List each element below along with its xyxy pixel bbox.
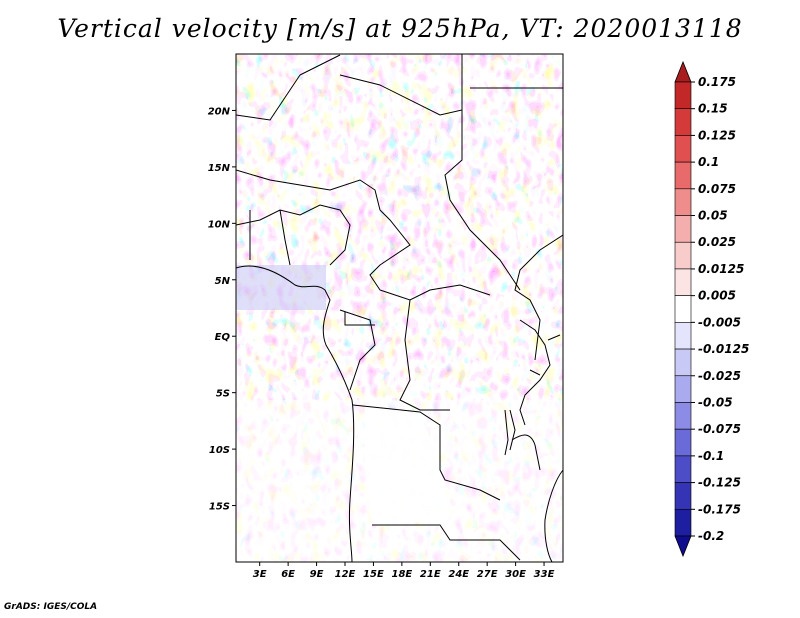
lon-label: 6E [281, 569, 295, 580]
lat-label: 10N [208, 219, 231, 230]
colorbar-label: -0.025 [698, 369, 741, 383]
lat-axis: 20N 15N 10N 5N EQ 5S 10S 15S [208, 106, 236, 513]
lon-label: 18E [391, 569, 412, 580]
west-africa-coast [236, 265, 355, 562]
colorbar-swatch [674, 215, 692, 243]
lon-label: 30E [505, 569, 526, 580]
colorbar-swatch [674, 428, 692, 457]
colorbar-label: -0.0125 [698, 342, 749, 356]
lat-label: 20N [208, 106, 231, 117]
colorbar-swatch [674, 482, 692, 510]
colorbar-label: -0.175 [698, 502, 741, 516]
colorbar-label: -0.125 [698, 476, 741, 490]
colorbar-label: -0.1 [698, 449, 724, 463]
colorbar-swatch [674, 322, 692, 350]
colorbar-swatch [674, 241, 692, 270]
lat-label: 10S [209, 445, 230, 456]
colorbar-label: 0.125 [698, 128, 736, 142]
lat-label: 5N [215, 276, 231, 287]
colorbar-label: 0.1 [698, 155, 719, 169]
colorbar-label: -0.075 [698, 422, 741, 436]
colorbar-label: -0.005 [698, 315, 741, 329]
colorbar-swatch [674, 188, 692, 216]
east-africa-coast [544, 469, 563, 562]
grads-credit: GrADS: IGES/COLA [4, 602, 98, 612]
colorbar-label: 0.05 [698, 209, 728, 223]
colorbar-swatch [674, 455, 692, 483]
colorbar-max-arrow [674, 60, 692, 83]
lon-label: 15E [363, 569, 384, 580]
colorbar-swatch [674, 81, 692, 110]
lat-label: 15N [208, 163, 231, 174]
colorbar-label: 0.175 [698, 75, 736, 89]
colorbar-label: 0.075 [698, 182, 736, 196]
colorbar-swatch [674, 508, 692, 537]
colorbar-swatch [674, 295, 692, 323]
colorbar-label: 0.005 [698, 289, 736, 303]
colorbar-label: 0.025 [698, 235, 736, 249]
lat-label: 15S [209, 502, 230, 513]
lon-label: 9E [310, 569, 324, 580]
lon-label: 21E [420, 569, 441, 580]
lon-label: 27E [477, 569, 498, 580]
colorbar-swatch [674, 402, 692, 430]
colorbar-label: 0.0125 [698, 262, 744, 276]
colorbar: 0.175 0.15 0.125 0.1 0.075 0.05 0.025 0.0125 0.0… [674, 60, 749, 558]
colorbar-label: -0.05 [698, 395, 733, 409]
lon-label: 33E [534, 569, 555, 580]
lon-label: 24E [448, 569, 469, 580]
map-title: Vertical velocity [m/s] at 925hPa, VT: 2… [57, 14, 743, 43]
velocity-field [236, 54, 563, 562]
lat-label: 5S [216, 389, 230, 400]
lon-axis: 3E 6E 9E 12E 15E 18E 21E 24E 27E 30E 33E [253, 562, 555, 580]
colorbar-swatch [674, 268, 692, 296]
colorbar-min-arrow [674, 535, 692, 558]
colorbar-label: -0.2 [698, 529, 724, 543]
colorbar-label: 0.15 [698, 102, 728, 116]
map-frame [235, 53, 564, 563]
colorbar-swatch [674, 375, 692, 403]
lon-label: 12E [335, 569, 356, 580]
borders [236, 54, 563, 562]
colorbar-swatch [674, 108, 692, 136]
colorbar-swatch [674, 348, 692, 377]
lat-label: EQ [215, 332, 231, 343]
colorbar-swatch [674, 135, 692, 163]
lon-label: 3E [253, 569, 267, 580]
colorbar-swatch [674, 161, 692, 190]
